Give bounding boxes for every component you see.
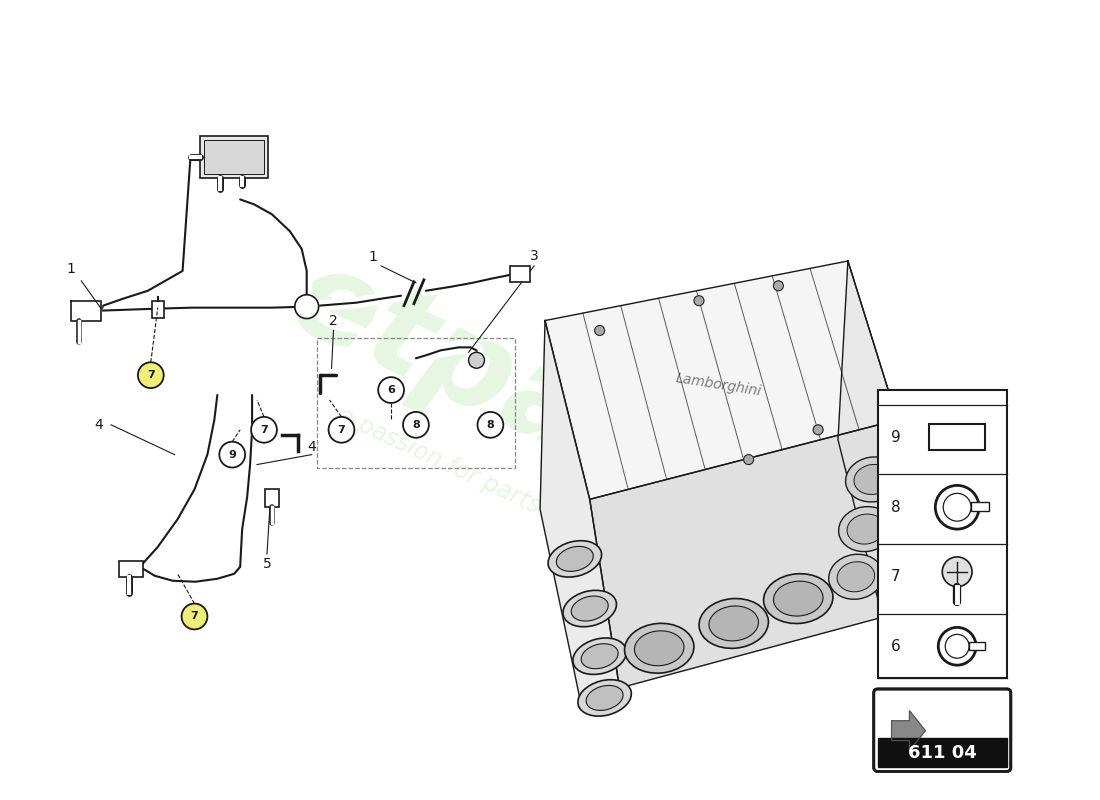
Polygon shape	[72, 301, 101, 321]
Circle shape	[329, 417, 354, 442]
Ellipse shape	[847, 514, 884, 544]
Text: 9: 9	[891, 430, 901, 446]
Text: 7: 7	[147, 370, 155, 380]
Ellipse shape	[625, 623, 694, 673]
Circle shape	[813, 425, 823, 434]
Circle shape	[744, 454, 754, 465]
Ellipse shape	[563, 590, 616, 626]
Ellipse shape	[635, 631, 684, 666]
Circle shape	[219, 442, 245, 467]
Circle shape	[182, 603, 208, 630]
Text: 1: 1	[368, 250, 377, 264]
Text: 7: 7	[338, 425, 345, 434]
Bar	[152, 301, 164, 318]
Text: 6: 6	[891, 638, 901, 654]
Ellipse shape	[573, 638, 626, 674]
Text: 4: 4	[95, 418, 103, 432]
Circle shape	[469, 352, 484, 368]
Circle shape	[773, 281, 783, 290]
Polygon shape	[540, 321, 619, 698]
Text: 9: 9	[229, 450, 236, 460]
Bar	[971, 502, 989, 511]
Ellipse shape	[773, 581, 823, 616]
Text: etparts: etparts	[272, 237, 789, 563]
Ellipse shape	[846, 457, 900, 502]
Circle shape	[943, 557, 972, 586]
Text: 611 04: 611 04	[908, 743, 977, 762]
Text: 6: 6	[387, 385, 395, 395]
Text: 2: 2	[329, 314, 338, 327]
Circle shape	[694, 296, 704, 306]
Polygon shape	[892, 711, 925, 750]
Ellipse shape	[586, 686, 623, 710]
Ellipse shape	[548, 541, 602, 577]
Text: 1: 1	[67, 262, 76, 276]
Text: 7: 7	[190, 611, 198, 622]
Ellipse shape	[838, 506, 893, 552]
Ellipse shape	[708, 606, 759, 641]
Text: 7: 7	[891, 570, 901, 584]
Ellipse shape	[557, 546, 593, 571]
Bar	[510, 266, 530, 282]
Ellipse shape	[763, 574, 833, 623]
Text: 8: 8	[486, 420, 494, 430]
Bar	[205, 140, 264, 174]
Bar	[119, 561, 143, 577]
Ellipse shape	[571, 596, 608, 621]
Text: 8: 8	[891, 500, 901, 514]
Text: 5: 5	[263, 557, 272, 571]
Text: a passion for parts since 1985: a passion for parts since 1985	[333, 403, 667, 576]
Polygon shape	[838, 261, 898, 598]
Text: 4: 4	[307, 440, 316, 454]
Text: 8: 8	[412, 420, 420, 430]
Ellipse shape	[854, 465, 891, 494]
FancyBboxPatch shape	[873, 689, 1011, 771]
Circle shape	[378, 377, 404, 403]
Bar	[930, 424, 984, 450]
Ellipse shape	[837, 562, 874, 592]
Circle shape	[477, 412, 504, 438]
Polygon shape	[544, 261, 898, 499]
Ellipse shape	[578, 680, 631, 716]
Bar	[317, 338, 515, 467]
Circle shape	[138, 362, 164, 388]
Bar	[265, 490, 279, 507]
Text: Lamborghini: Lamborghini	[675, 371, 762, 399]
Circle shape	[403, 412, 429, 438]
Circle shape	[595, 326, 605, 335]
Circle shape	[251, 417, 277, 442]
Polygon shape	[590, 420, 898, 688]
Bar	[878, 390, 1006, 678]
Ellipse shape	[698, 598, 769, 648]
Text: 7: 7	[260, 425, 268, 434]
Bar	[878, 738, 1006, 767]
Bar	[969, 642, 984, 650]
Text: 3: 3	[530, 249, 539, 263]
Ellipse shape	[581, 644, 618, 669]
Ellipse shape	[828, 554, 883, 599]
Circle shape	[295, 294, 319, 318]
Bar	[200, 136, 268, 178]
